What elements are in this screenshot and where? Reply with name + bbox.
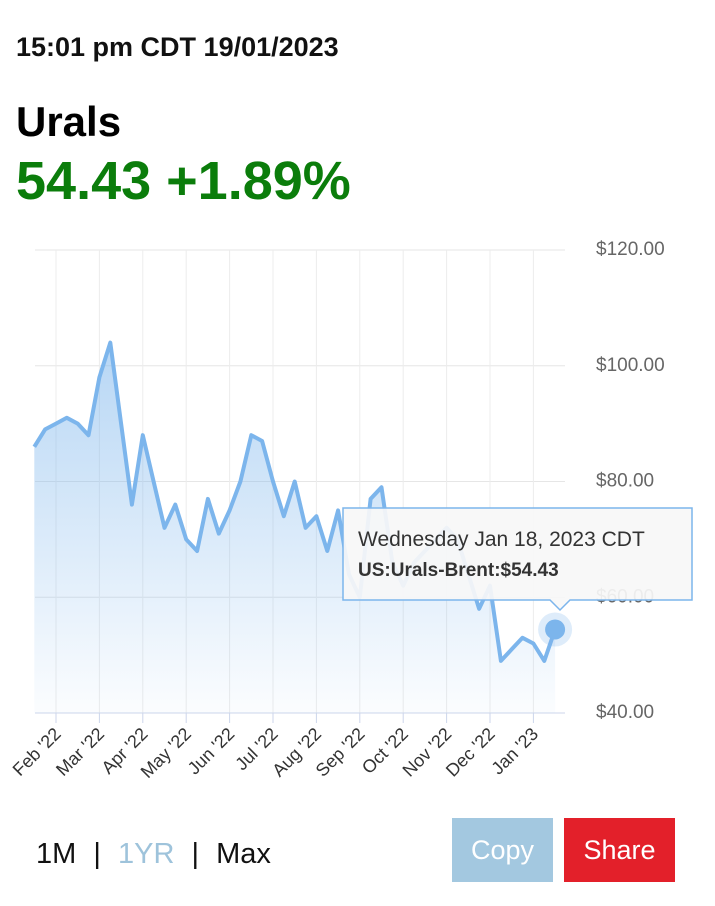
range-option[interactable]: 1M — [36, 838, 77, 870]
y-tick-label: $120.00 — [596, 239, 665, 260]
separator: | — [93, 838, 101, 870]
x-tick-label: Mar '22 — [52, 724, 108, 780]
hover-point — [545, 619, 566, 640]
y-tick-label: $80.00 — [596, 471, 654, 492]
tooltip-value: US:Urals-Brent:$54.43 — [358, 560, 559, 581]
quote: 54.43 +1.89% — [16, 151, 351, 211]
area-fill — [34, 342, 556, 713]
tooltip-box — [342, 507, 693, 612]
range-selector: 1M | 1YR | Max — [36, 838, 280, 871]
copy-button[interactable]: Copy — [452, 818, 553, 882]
y-tick-label: $100.00 — [596, 355, 665, 376]
range-option[interactable]: Max — [216, 838, 271, 870]
y-tick-label: $40.00 — [596, 702, 654, 723]
share-button[interactable]: Share — [564, 818, 675, 882]
x-tick-label: Jun '22 — [184, 724, 239, 779]
separator: | — [191, 838, 199, 870]
tooltip: Wednesday Jan 18, 2023 CDT US:Urals-Brent… — [342, 507, 693, 612]
instrument-name: Urals — [16, 98, 122, 145]
range-option[interactable]: 1YR — [117, 838, 175, 870]
x-tick-label: Sep '22 — [312, 724, 369, 781]
x-tick-label: Dec '22 — [442, 724, 499, 781]
tooltip-date: Wednesday Jan 18, 2023 CDT — [358, 528, 645, 551]
timestamp: 15:01 pm CDT 19/01/2023 — [16, 32, 339, 62]
x-tick-label: Jan '23 — [487, 724, 542, 779]
